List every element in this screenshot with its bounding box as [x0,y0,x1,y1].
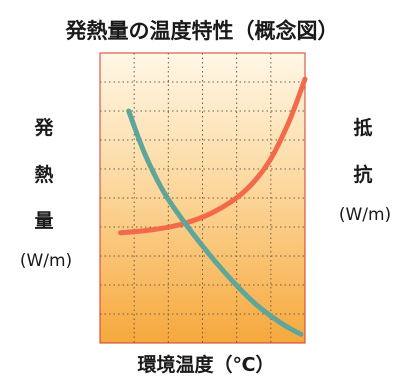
x-axis-label: 環境温度（℃） [137,353,274,376]
y-right-label-char-2: 抗 [353,163,372,186]
y-right-label-char-1: 抵 [353,117,372,139]
series-line-2 [126,108,304,337]
chart-title: 発熱量の温度特性（概念図） [65,19,339,43]
plot-frame [99,52,306,344]
series-group [118,76,308,337]
series-line-1 [118,76,308,236]
y-left-label-char-3: 量 [34,210,53,232]
y-left-label-char-1: 発 [33,116,54,139]
y-left-label-char-2: 熱 [34,163,53,186]
y-left-unit: (W/m) [20,251,72,271]
y-right-unit: (W/m) [339,205,391,225]
